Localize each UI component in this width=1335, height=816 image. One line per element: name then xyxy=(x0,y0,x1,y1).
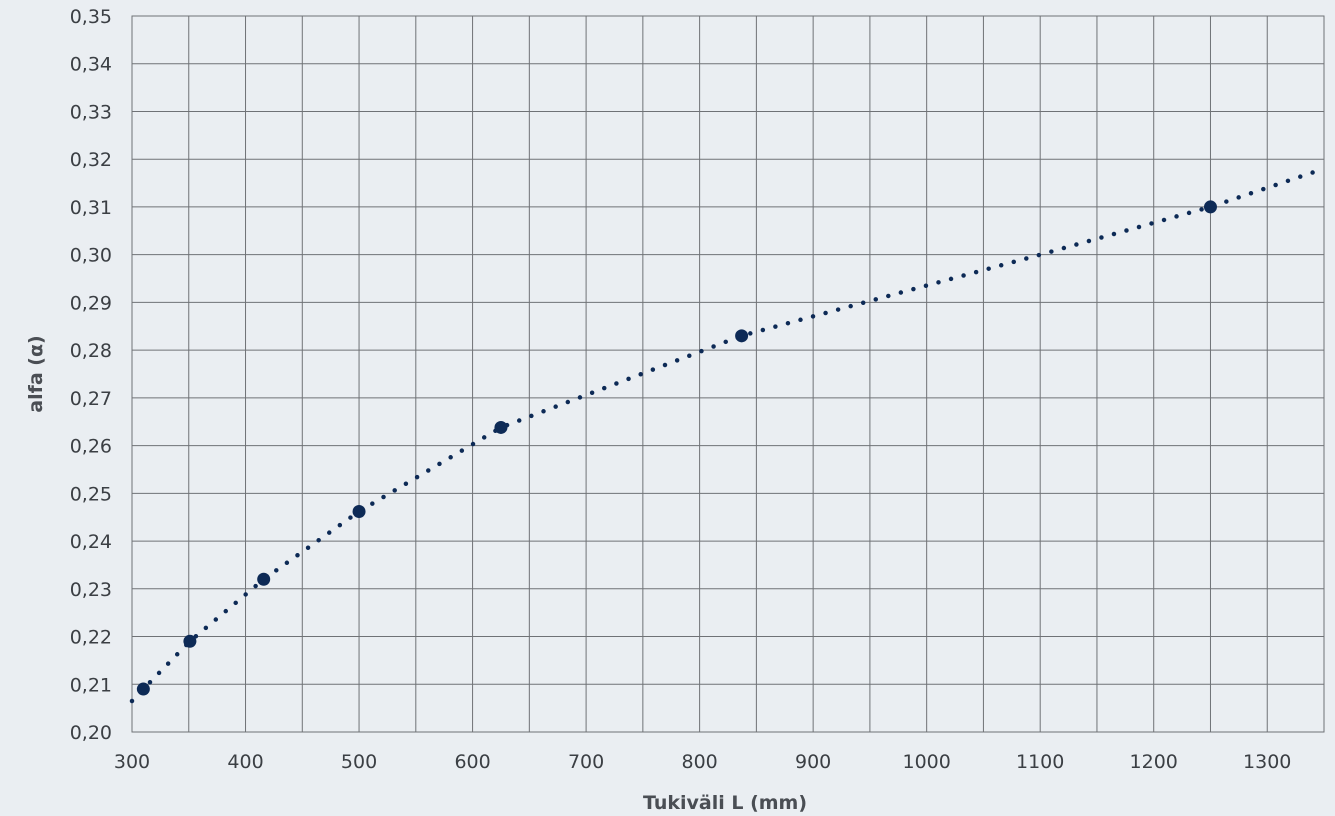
y-tick-label: 0,23 xyxy=(70,579,112,601)
x-tick-label: 500 xyxy=(341,751,377,773)
y-tick-label: 0,33 xyxy=(70,101,112,123)
x-tick-label: 800 xyxy=(681,751,717,773)
x-axis-title: Tukiväli L (mm) xyxy=(643,792,807,814)
data-point xyxy=(1203,200,1217,214)
x-tick-label: 400 xyxy=(227,751,263,773)
y-tick-label: 0,30 xyxy=(70,245,112,267)
data-point xyxy=(136,682,150,696)
trendline-path xyxy=(129,166,1327,704)
y-tick-label: 0,25 xyxy=(70,483,112,505)
y-tick-label: 0,35 xyxy=(70,6,112,28)
x-axis-ticks: 300 400 500 600 700 800 900 1000 1100 1200 1300 xyxy=(114,751,1292,773)
y-tick-label: 0,28 xyxy=(70,340,112,362)
y-tick-label: 0,21 xyxy=(70,674,112,696)
data-point xyxy=(183,634,197,648)
y-tick-label: 0,26 xyxy=(70,436,112,458)
data-point xyxy=(494,420,508,434)
y-tick-label: 0,29 xyxy=(70,292,112,314)
x-tick-label: 1200 xyxy=(1130,751,1178,773)
data-point xyxy=(257,572,271,586)
y-tick-label: 0,27 xyxy=(70,388,112,410)
x-tick-label: 600 xyxy=(454,751,490,773)
y-tick-label: 0,24 xyxy=(70,531,112,553)
y-tick-label: 0,34 xyxy=(70,54,112,76)
data-points xyxy=(136,200,1217,696)
y-tick-label: 0,31 xyxy=(70,197,112,219)
plot-border xyxy=(131,15,1325,733)
grid xyxy=(131,15,1325,733)
y-tick-label: 0,20 xyxy=(70,722,112,744)
y-tick-label: 0,22 xyxy=(70,627,112,649)
x-tick-label: 900 xyxy=(795,751,831,773)
data-point xyxy=(352,504,366,518)
x-tick-label: 700 xyxy=(568,751,604,773)
x-tick-label: 1300 xyxy=(1243,751,1291,773)
trendline xyxy=(129,166,1327,704)
y-tick-label: 0,32 xyxy=(70,149,112,171)
x-tick-label: 1000 xyxy=(902,751,950,773)
x-tick-label: 1100 xyxy=(1016,751,1064,773)
data-point xyxy=(735,329,749,343)
y-axis-ticks: 0,20 0,21 0,22 0,23 0,24 0,25 0,26 0,27 0,28 0,29… xyxy=(70,6,112,744)
x-tick-label: 300 xyxy=(114,751,150,773)
y-axis-title: alfa (α) xyxy=(25,335,47,412)
